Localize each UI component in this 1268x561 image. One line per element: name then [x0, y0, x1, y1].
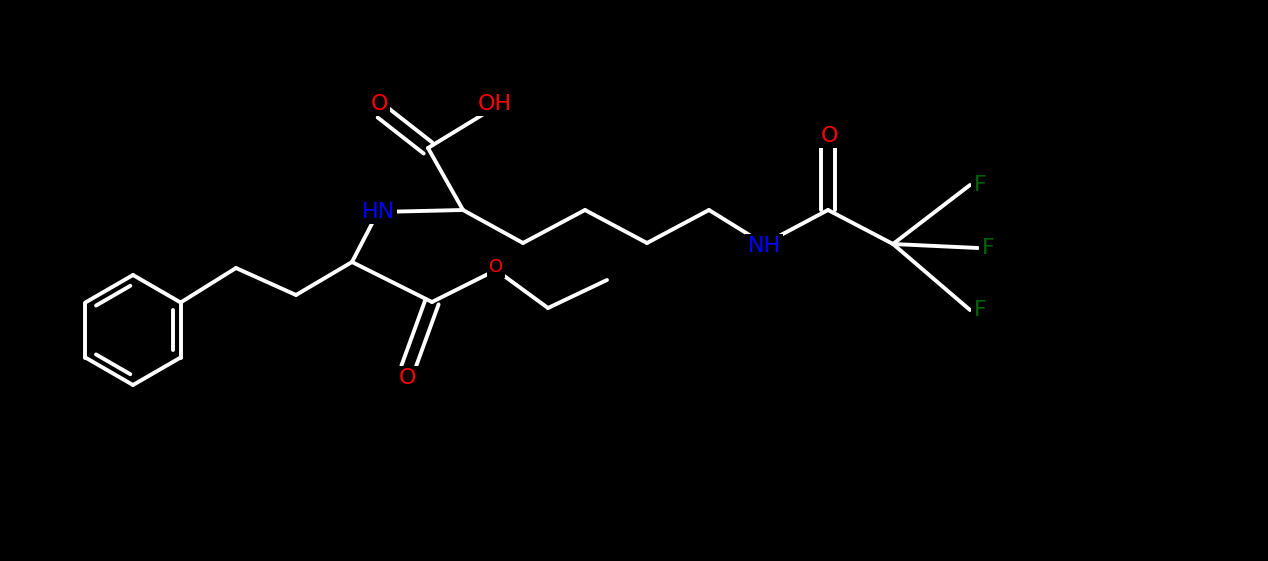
Text: NH: NH	[747, 236, 781, 256]
Text: O: O	[489, 258, 503, 276]
Text: O: O	[822, 126, 838, 146]
Text: HN: HN	[361, 202, 394, 222]
Text: O: O	[399, 368, 417, 388]
Text: OH: OH	[478, 94, 512, 114]
Text: F: F	[981, 238, 994, 258]
Text: F: F	[974, 175, 987, 195]
Text: O: O	[370, 94, 388, 114]
Text: F: F	[974, 300, 987, 320]
